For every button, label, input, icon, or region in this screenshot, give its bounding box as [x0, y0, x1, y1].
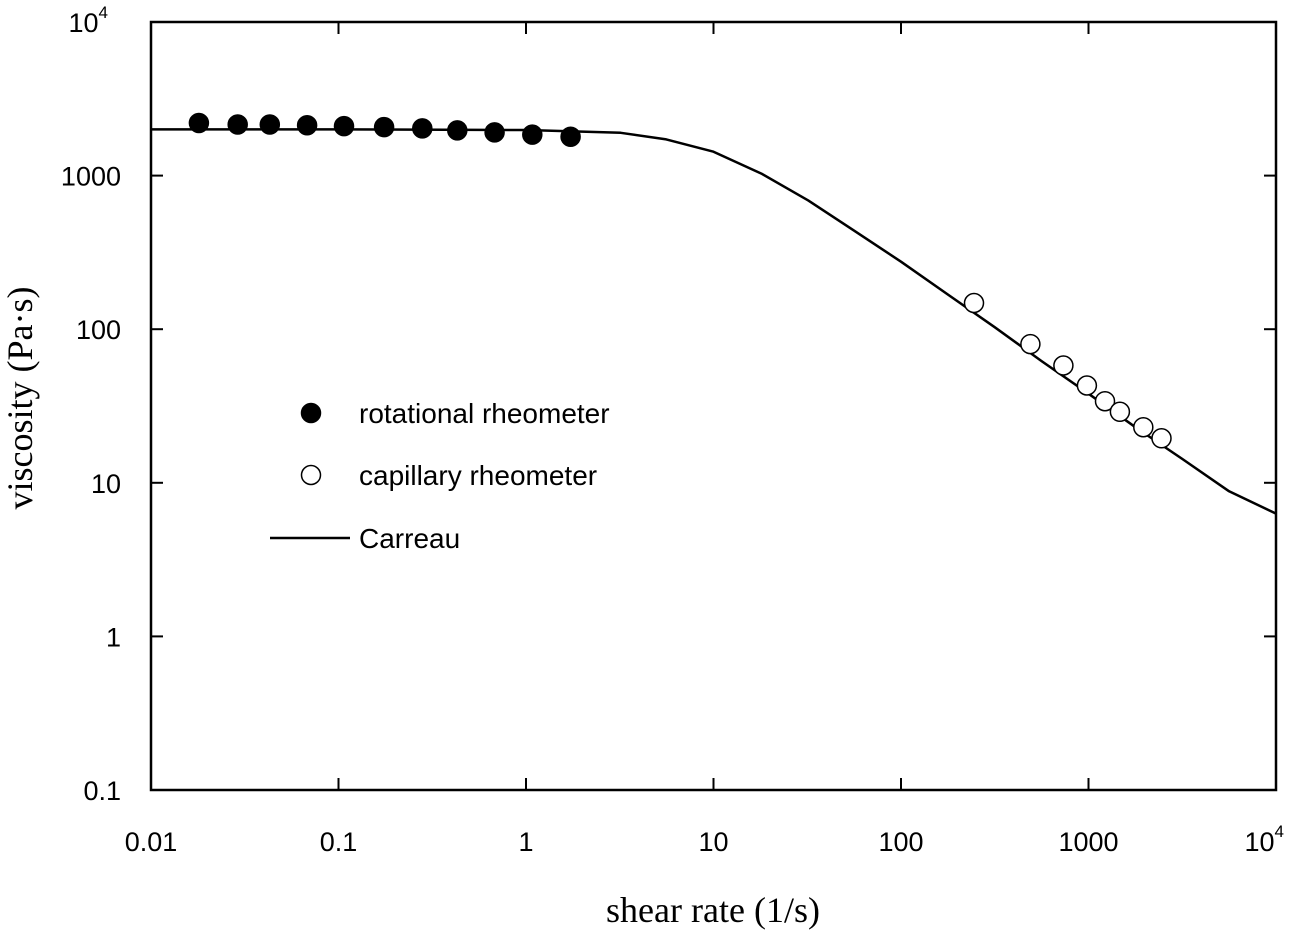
rotational-point: [522, 124, 543, 145]
x-tick-label: 10: [698, 827, 728, 857]
x-tick-label: 1000: [1058, 827, 1118, 857]
carreau-curve: [151, 128, 1277, 515]
x-axis-title: shear rate (1/s): [606, 890, 820, 930]
rotational-point: [412, 118, 433, 139]
axis-ticks: [150, 21, 1277, 791]
y-axis-title: viscosity (Pa·s): [0, 287, 40, 510]
legend-marker-capillary: [300, 464, 322, 486]
capillary-point: [1076, 375, 1098, 396]
legend-label-carreau: Carreau: [359, 523, 460, 554]
x-tick-label: 0.1: [320, 827, 358, 857]
legend: rotational rheometer capillary rheometer…: [270, 398, 610, 554]
y-tick-label: 104: [68, 3, 108, 38]
capillary-point: [1020, 333, 1041, 355]
legend-label-capillary: capillary rheometer: [359, 460, 597, 491]
capillary-point: [1109, 401, 1131, 423]
y-tick-exponent: 4: [99, 3, 108, 22]
y-tick-label: 100: [76, 315, 121, 345]
capillary-point: [1133, 416, 1154, 438]
rotational-point: [227, 114, 248, 135]
capillary-point: [1151, 428, 1172, 449]
capillary-point: [1053, 355, 1074, 376]
y-tick-label: 1000: [61, 162, 121, 192]
capillary-point: [963, 292, 985, 314]
x-tick-label: 0.01: [125, 827, 178, 857]
x-tick-label: 104: [1244, 822, 1284, 857]
legend-label-rotational: rotational rheometer: [359, 398, 610, 429]
rotational-point: [373, 116, 395, 138]
rotational-point: [333, 115, 355, 137]
y-tick-label: 10: [91, 469, 121, 499]
rotational-point: [484, 122, 505, 143]
legend-marker-rotational: [300, 402, 322, 424]
capillary-point: [1094, 390, 1116, 412]
rotational-point: [296, 114, 318, 136]
series-layer: [151, 112, 1277, 515]
y-tick-label: 1: [106, 622, 121, 652]
x-tick-exponent: 4: [1275, 822, 1284, 841]
x-tick-label: 1: [518, 827, 533, 857]
x-tick-label: 100: [878, 827, 923, 857]
rotational-point: [560, 126, 581, 148]
rotational-point: [188, 112, 210, 134]
rotational-point: [447, 120, 468, 141]
y-tick-label: 0.1: [83, 776, 121, 806]
rotational-point: [259, 114, 281, 135]
